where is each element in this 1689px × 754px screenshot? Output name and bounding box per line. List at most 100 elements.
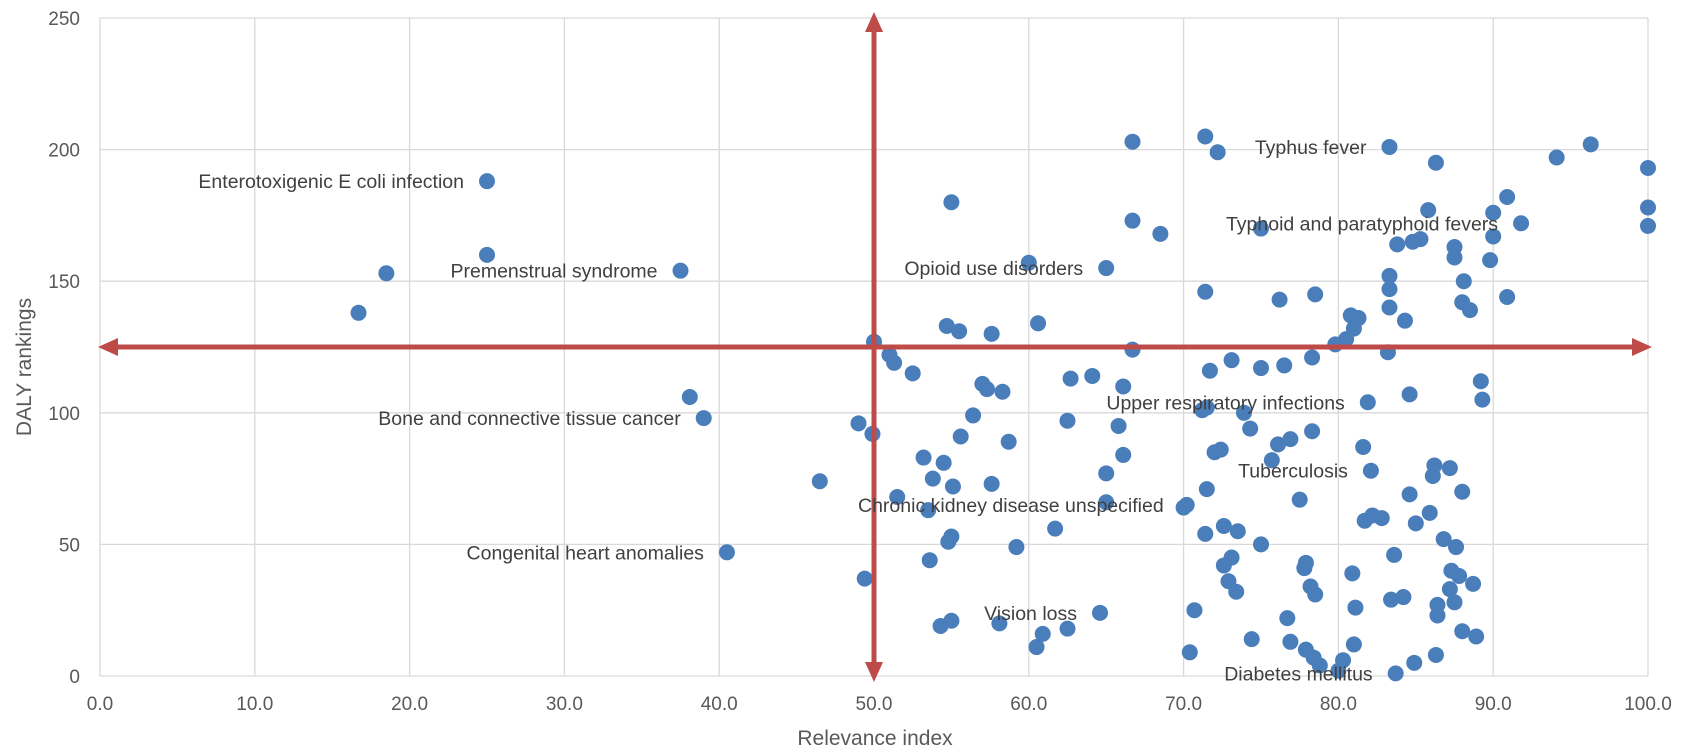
data-point: [1485, 228, 1502, 245]
y-tick-label: 250: [48, 9, 80, 30]
data-point: [1124, 133, 1141, 150]
x-tick-label: 10.0: [236, 694, 273, 715]
data-point: [1421, 504, 1438, 521]
data-point: [1429, 596, 1446, 613]
data-point: [1355, 439, 1372, 456]
data-point: [1311, 657, 1328, 674]
data-point: [1304, 423, 1321, 440]
data-point: [1406, 654, 1423, 671]
data-point: [1197, 128, 1214, 145]
y-tick-label: 100: [48, 404, 80, 425]
point-annotation: Upper respiratory infections: [1106, 392, 1345, 414]
data-point: [1282, 431, 1299, 448]
data-point: [1270, 436, 1287, 453]
data-point: [1407, 515, 1424, 532]
data-point: [1386, 546, 1403, 563]
data-point: [886, 354, 903, 371]
data-point: [951, 323, 968, 340]
data-point: [943, 528, 960, 545]
data-point: [1401, 486, 1418, 503]
data-point: [718, 544, 735, 561]
data-point: [1297, 554, 1314, 571]
y-tick-label: 0: [69, 667, 80, 688]
data-point: [1115, 446, 1132, 463]
data-point: [1152, 225, 1169, 242]
data-point: [1499, 188, 1516, 205]
data-point: [1499, 288, 1516, 305]
point-annotation: Typhoid and paratyphoid fevers: [1226, 213, 1498, 235]
y-tick-label: 50: [59, 535, 80, 556]
data-point: [943, 612, 960, 629]
data-point: [1282, 633, 1299, 650]
point-annotation: Enterotoxigenic E coli infection: [198, 171, 464, 193]
data-point: [1441, 460, 1458, 477]
arrowhead-right-icon: [1632, 338, 1652, 356]
data-point: [979, 381, 996, 398]
data-point: [1304, 349, 1321, 366]
data-point: [1427, 646, 1444, 663]
data-point: [994, 383, 1011, 400]
data-point: [1229, 523, 1246, 540]
data-point: [1084, 367, 1101, 384]
data-point: [1389, 236, 1406, 253]
data-point: [1253, 360, 1269, 377]
data-point: [1454, 623, 1471, 640]
data-point: [1276, 357, 1293, 374]
data-point: [1412, 231, 1429, 248]
data-point: [1243, 631, 1260, 648]
data-point: [672, 262, 689, 279]
data-point: [1446, 594, 1463, 611]
data-point: [1228, 583, 1245, 600]
data-point: [1271, 291, 1288, 308]
data-point: [983, 325, 1000, 342]
data-point: [1472, 373, 1489, 390]
data-point: [952, 428, 969, 445]
data-point: [1347, 599, 1364, 616]
data-point: [695, 410, 712, 427]
data-point: [1215, 517, 1232, 534]
data-point: [920, 502, 937, 519]
data-point: [1223, 352, 1240, 369]
x-tick-label: 100.0: [1624, 694, 1672, 715]
data-point: [1381, 267, 1398, 284]
data-point: [1098, 465, 1115, 482]
data-point: [1548, 149, 1565, 166]
x-tick-label: 50.0: [856, 694, 893, 715]
data-point: [1178, 496, 1195, 513]
data-point: [1396, 312, 1413, 329]
data-point: [1373, 510, 1390, 527]
data-point: [350, 304, 367, 321]
point-annotation: Premenstrual syndrome: [451, 261, 658, 283]
data-point: [811, 473, 828, 490]
data-point: [1223, 549, 1240, 566]
point-annotation: Congenital heart anomalies: [467, 542, 705, 564]
data-point: [944, 478, 961, 495]
data-point: [1198, 481, 1215, 498]
data-point: [1420, 202, 1437, 219]
data-point: [1124, 341, 1141, 358]
data-point: [938, 317, 955, 334]
reference-arrows: [98, 12, 1652, 682]
data-point: [1115, 378, 1132, 395]
data-point: [1197, 283, 1214, 300]
data-point: [889, 489, 906, 506]
data-point: [1640, 199, 1656, 216]
data-point: [1362, 462, 1379, 479]
data-point: [1201, 362, 1218, 379]
data-point: [1253, 536, 1269, 553]
data-point: [1350, 310, 1367, 327]
data-point: [1387, 665, 1404, 682]
data-point: [915, 449, 932, 466]
point-annotations: Enterotoxigenic E coli infection Premenst…: [198, 137, 1498, 685]
data-points: [350, 128, 1656, 682]
data-point: [1307, 586, 1324, 603]
data-point: [1198, 399, 1215, 416]
data-point: [1242, 420, 1259, 437]
x-tick-label: 20.0: [391, 694, 428, 715]
point-annotation: Bone and connective tissue cancer: [378, 408, 681, 430]
y-axis-title: DALY rankings: [13, 298, 36, 436]
data-point: [1451, 567, 1468, 584]
arrowhead-left-icon: [98, 338, 118, 356]
data-point: [1381, 138, 1398, 155]
